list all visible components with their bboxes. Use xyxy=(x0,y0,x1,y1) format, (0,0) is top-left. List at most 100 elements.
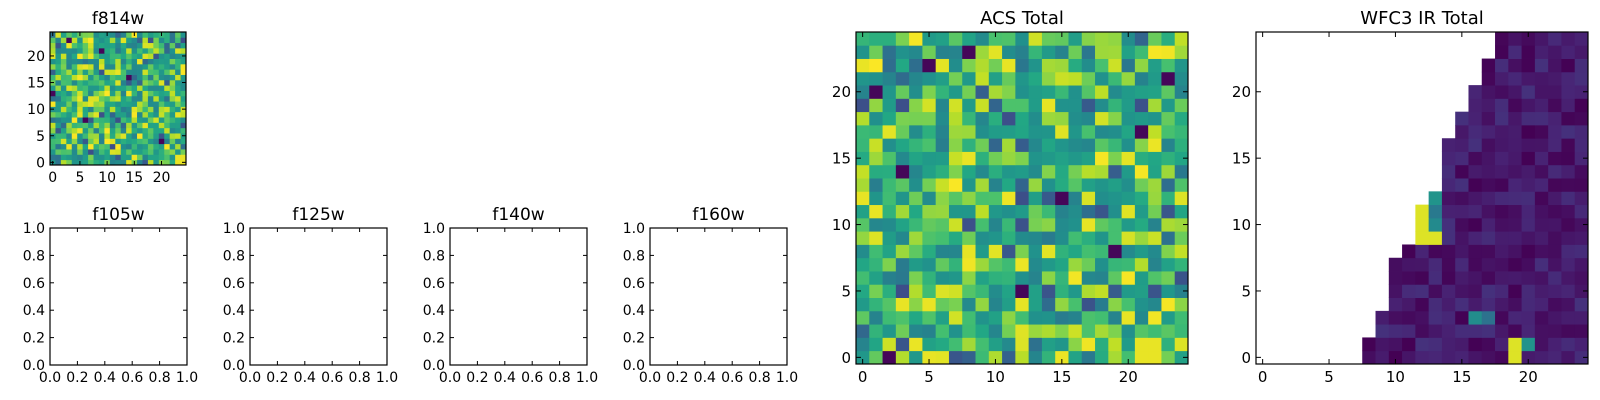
heatmap-cell xyxy=(1015,310,1030,325)
heatmap-cell xyxy=(142,138,149,145)
heatmap-cell xyxy=(153,101,160,107)
heatmap-cell xyxy=(869,284,883,298)
heatmap-cell xyxy=(147,117,154,123)
heatmap-cell xyxy=(935,85,950,99)
heatmap-cell xyxy=(935,310,950,325)
heatmap-cell xyxy=(88,85,94,91)
heatmap-cell xyxy=(1574,204,1589,219)
heatmap-cell xyxy=(1415,350,1430,365)
heatmap-cell xyxy=(153,53,160,59)
heatmap-cell xyxy=(1161,217,1176,232)
heatmap-cell xyxy=(962,257,976,272)
heatmap-cell xyxy=(1028,337,1043,352)
axes-frame xyxy=(649,227,788,366)
heatmap-cell xyxy=(1375,310,1390,325)
heatmap-cell xyxy=(935,178,950,192)
heatmap-cell xyxy=(1174,151,1189,166)
heatmap-cell xyxy=(895,138,910,152)
heatmap-cell xyxy=(935,324,950,338)
heatmap-cell xyxy=(1534,297,1549,312)
heatmap-cell xyxy=(1108,138,1122,152)
heatmap-cell xyxy=(1534,58,1549,73)
heatmap-cell xyxy=(98,101,105,107)
heatmap-cell xyxy=(158,69,165,75)
heatmap-cell xyxy=(1015,71,1030,86)
heatmap-cell xyxy=(1495,71,1509,86)
heatmap-cell xyxy=(77,53,84,59)
heatmap-cell xyxy=(120,95,127,102)
heatmap-cell xyxy=(104,79,111,86)
heatmap-cell xyxy=(1161,124,1176,139)
heatmap-cell xyxy=(1121,85,1136,99)
heatmap-cell xyxy=(77,74,84,81)
heatmap-cell xyxy=(120,47,127,54)
heatmap-cell xyxy=(50,117,56,123)
heatmap-cell xyxy=(1574,85,1589,99)
heatmap-cell xyxy=(1495,151,1509,166)
heatmap-cell xyxy=(131,101,138,107)
heatmap-cell xyxy=(93,63,100,70)
heatmap-cell xyxy=(82,63,89,70)
heatmap-cell xyxy=(1561,111,1576,126)
heatmap-cell xyxy=(142,127,149,134)
x-tick-label: 0.6 xyxy=(521,370,543,386)
heatmap-cell xyxy=(1108,350,1122,365)
heatmap-cell xyxy=(1548,257,1562,272)
heatmap-cell xyxy=(175,154,181,161)
heatmap-cell xyxy=(1174,204,1189,219)
heatmap-cell xyxy=(1068,297,1083,312)
heatmap-cell xyxy=(882,58,897,73)
heatmap-cell xyxy=(1055,324,1069,338)
heatmap-cell xyxy=(131,154,138,161)
heatmap-cell xyxy=(1402,324,1416,338)
heatmap-cell xyxy=(1481,337,1496,352)
heatmap-cell xyxy=(77,127,84,134)
heatmap-cell xyxy=(1121,138,1136,152)
heatmap-cell xyxy=(50,58,56,65)
heatmap-cell xyxy=(1041,350,1056,365)
heatmap-cell xyxy=(104,74,111,81)
heatmap-cell xyxy=(98,117,105,123)
heatmap-cell xyxy=(126,154,132,161)
heatmap-cell xyxy=(1002,138,1016,152)
heatmap-cell xyxy=(1521,204,1536,219)
heatmap-cell xyxy=(71,138,78,145)
heatmap-cell xyxy=(1108,271,1122,285)
heatmap-cell xyxy=(1481,111,1496,126)
heatmap-cell xyxy=(1455,191,1469,206)
heatmap-cell xyxy=(169,85,176,91)
heatmap-cell xyxy=(1121,271,1136,285)
heatmap-cell xyxy=(1068,58,1083,73)
heatmap-cell xyxy=(153,154,160,161)
heatmap-cell xyxy=(895,124,910,139)
heatmap-cell xyxy=(164,111,171,118)
heatmap-cell xyxy=(1002,98,1016,113)
heatmap-cell xyxy=(1174,244,1189,259)
heatmap-cell xyxy=(1161,111,1176,126)
heatmap-cell xyxy=(153,47,160,54)
heatmap-cell xyxy=(935,257,950,272)
heatmap-cell xyxy=(1134,98,1149,113)
heatmap-cell xyxy=(975,85,990,99)
heatmap-cell xyxy=(82,32,89,38)
heatmap-cell xyxy=(82,138,89,145)
heatmap-cell xyxy=(153,95,160,102)
heatmap-cell xyxy=(153,37,160,44)
heatmap-cell xyxy=(935,71,950,86)
heatmap-cell xyxy=(948,45,963,59)
heatmap-cell xyxy=(115,95,122,102)
heatmap-cell xyxy=(922,271,937,285)
heatmap-cell xyxy=(1521,324,1536,338)
heatmap-cell xyxy=(962,310,976,325)
heatmap-cell xyxy=(1068,231,1083,245)
heatmap-cell xyxy=(1468,271,1483,285)
heatmap-cell xyxy=(137,133,143,139)
heatmap-cell xyxy=(60,58,67,65)
plot-area-f814w xyxy=(49,31,187,166)
heatmap-cell xyxy=(1521,58,1536,73)
heatmap-cell xyxy=(1134,151,1149,166)
heatmap-cell xyxy=(948,297,963,312)
heatmap-cell xyxy=(1095,297,1109,312)
